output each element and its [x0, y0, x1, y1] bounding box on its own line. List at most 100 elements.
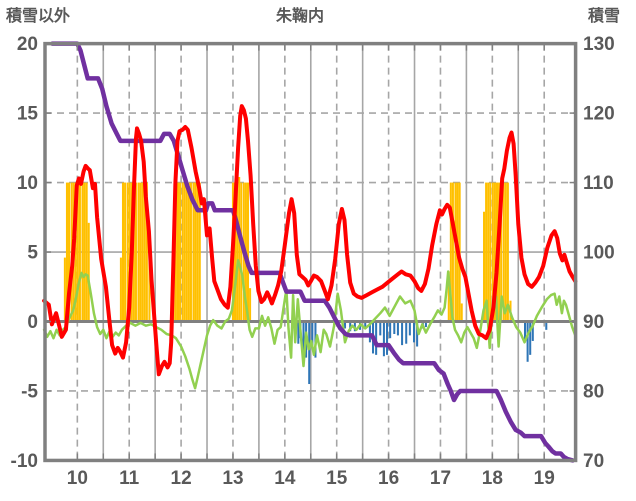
orange-bars-bar: [148, 240, 151, 322]
orange-bars-bar: [83, 182, 86, 322]
orange-bars-bar: [449, 182, 452, 322]
orange-bars-bar: [489, 182, 492, 322]
x-axis-tick-label: 19: [534, 468, 555, 489]
x-axis-tick-label: 11: [119, 468, 140, 489]
blue-bars-bar: [308, 321, 311, 385]
left-axis-tick-label: 5: [27, 243, 38, 264]
orange-bars-bar: [143, 182, 146, 322]
orange-bars-bar: [198, 182, 201, 322]
blue-bars-bar: [311, 321, 314, 348]
orange-bars-bar: [493, 182, 496, 322]
x-axis-tick-label: 12: [171, 468, 192, 489]
x-axis-tick-label: 14: [274, 468, 296, 489]
orange-bars-bar: [236, 182, 239, 322]
purple-line: [50, 41, 575, 463]
blue-bars-bar: [344, 321, 347, 329]
orange-bars-bar: [87, 222, 90, 322]
left-axis-tick-label: 10: [17, 173, 38, 194]
orange-bars-bar: [137, 182, 140, 322]
orange-bars-bar: [194, 182, 197, 322]
blue-bars-bar: [364, 321, 367, 328]
orange-bars-bar: [119, 257, 122, 322]
orange-bars-bar: [174, 182, 177, 322]
orange-bars-bar: [234, 182, 237, 322]
blue-bars-bar: [412, 321, 416, 343]
orange-bars-bar: [491, 182, 494, 322]
blue-bars-bar: [382, 321, 385, 357]
blue-bars-bar: [531, 321, 534, 341]
x-axis-tick-label: 13: [222, 468, 243, 489]
orange-bars-bar: [196, 182, 199, 322]
orange-bars-bar: [145, 182, 148, 322]
orange-bars-bar: [504, 182, 507, 322]
orange-bars-bar: [132, 182, 135, 322]
orange-bars-bar: [451, 182, 454, 322]
orange-bars-bar: [128, 182, 131, 322]
blue-bars-bar: [386, 321, 389, 355]
blue-bars-bar: [424, 321, 427, 328]
orange-bars-bar: [506, 182, 509, 322]
right-axis-tick-label: 70: [583, 451, 604, 472]
blue-bars-bar: [375, 321, 378, 355]
right-axis-tick-label: 100: [583, 243, 615, 264]
orange-bars-bar: [179, 182, 182, 322]
x-axis-tick-label: 17: [430, 468, 451, 489]
orange-bars-bar: [485, 182, 488, 322]
x-axis-tick-label: 15: [326, 468, 348, 489]
chart-title: 朱鞠内: [275, 8, 325, 25]
right-axis-tick-label: 120: [583, 104, 615, 125]
left-axis-tick-label: 20: [17, 34, 38, 55]
right-axis-tick-label: 90: [583, 312, 604, 333]
red-line: [42, 104, 578, 377]
green-line: [42, 259, 577, 390]
blue-bars-bar: [368, 321, 371, 343]
blue-bars-bar: [408, 321, 411, 336]
left-axis-tick-label: 15: [17, 104, 39, 125]
orange-bars-bar: [454, 182, 457, 322]
right-axis-tick-label: 130: [583, 34, 615, 55]
orange-bars-bar: [189, 182, 192, 322]
blue-bars-bar: [529, 321, 532, 355]
orange-bars-bar: [81, 182, 84, 322]
orange-bars-bar: [85, 182, 88, 322]
orange-bars-bar: [447, 271, 450, 322]
orange-bars-bar: [249, 288, 252, 322]
blue-bars-bar: [401, 321, 404, 346]
blue-bars-bar: [393, 321, 396, 334]
orange-bars-bar: [74, 182, 77, 322]
orange-bars-bar: [500, 182, 503, 322]
orange-bars-bar: [192, 182, 195, 322]
orange-bars-bar: [141, 182, 144, 322]
left-axis-tick-label: 0: [27, 312, 38, 333]
x-axis-tick-label: 16: [378, 468, 399, 489]
orange-bars-bar: [63, 257, 66, 322]
orange-bars-bar: [240, 182, 243, 322]
orange-bars-bar: [238, 177, 241, 322]
left-axis-tick-label: -10: [11, 451, 38, 472]
blue-bars-bar: [416, 321, 419, 347]
blue-bars-bar: [353, 321, 356, 332]
orange-bars-bar: [76, 182, 79, 322]
orange-bars-bar: [134, 182, 137, 322]
orange-bars-bar: [68, 182, 71, 322]
blue-bars-bar: [349, 321, 352, 332]
blue-bars-bar: [389, 321, 392, 339]
orange-bars-bar: [139, 182, 142, 322]
orange-bars-bar: [183, 182, 186, 322]
orange-bars-bar: [124, 182, 127, 322]
orange-bars-bar: [126, 182, 129, 322]
blue-bars-bar: [545, 321, 548, 330]
blue-bars-bar: [379, 321, 382, 336]
orange-bars-bar: [460, 303, 463, 322]
orange-bars-bar: [78, 182, 81, 322]
blue-bars-bar: [396, 321, 399, 336]
orange-bars-bar: [181, 182, 184, 322]
orange-bars-bar: [487, 182, 490, 322]
blue-bars-bar: [524, 321, 527, 343]
orange-bars-bar: [246, 182, 250, 322]
blue-bars-bar: [297, 321, 300, 344]
orange-bars-bar: [176, 182, 179, 322]
x-axis-tick-label: 18: [482, 468, 503, 489]
